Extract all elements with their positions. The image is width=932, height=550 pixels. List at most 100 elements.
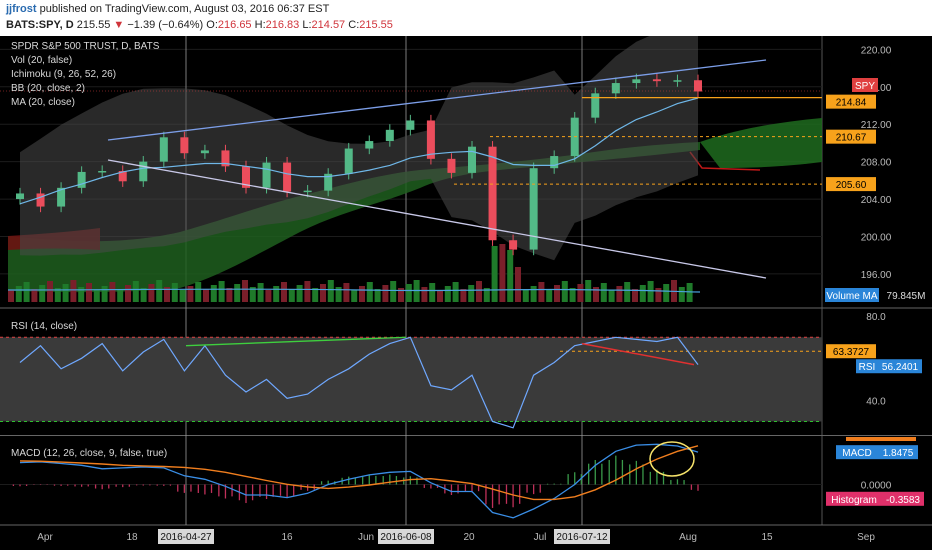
volume-bar: [569, 288, 576, 302]
price-tick-label: 196.00: [861, 270, 892, 281]
candle-body: [406, 120, 415, 130]
bollinger-band: [20, 36, 698, 261]
cloud-future-area: [700, 118, 822, 168]
price-label-box: [826, 94, 876, 109]
main-legend-item[interactable]: Vol (20, false): [11, 55, 72, 66]
volume-bar: [686, 283, 693, 302]
candle-body: [16, 193, 24, 200]
macd-legend[interactable]: MACD (12, 26, close, 9, false, true): [11, 448, 167, 459]
main-legend-item[interactable]: BB (20, close, 2): [11, 83, 85, 94]
candle-body: [36, 193, 45, 207]
volume-bar: [452, 282, 459, 302]
volume-bar: [374, 289, 381, 302]
price-tick-label: 212.00: [861, 120, 892, 131]
macd-signal-line: [19, 445, 699, 501]
volume-ma-value: 79.845M: [887, 291, 926, 302]
volume-bar: [382, 285, 389, 302]
volume-ma-label-box: [825, 288, 879, 302]
chart-canvas[interactable]: 196.00200.00204.00208.00212.00216.00220.…: [0, 36, 932, 550]
volume-bar: [398, 288, 404, 302]
low-label: L:: [302, 19, 312, 31]
time-tick-label: Aug: [679, 532, 697, 543]
time-tick-label: Sep: [857, 532, 875, 543]
volume-bar: [437, 290, 443, 302]
volume-bar: [476, 281, 482, 302]
main-legend-item[interactable]: Ichimoku (9, 26, 52, 26): [11, 69, 116, 80]
indicator-lines: [19, 97, 699, 205]
volume-bar: [242, 280, 248, 302]
volume-bar: [195, 282, 202, 302]
rsi-legend[interactable]: RSI (14, close): [11, 321, 77, 332]
volume-bar: [663, 284, 670, 302]
down-arrow-icon: ▼: [113, 19, 125, 31]
macd-label-box: [836, 445, 878, 460]
volume-bar: [93, 290, 100, 302]
rsi-value-box: [878, 359, 922, 374]
volume-bar: [351, 290, 358, 302]
macd-cross-circle[interactable]: [649, 441, 695, 477]
candle-body: [468, 146, 476, 173]
price-label-box: [826, 177, 876, 192]
candle-body: [673, 80, 682, 82]
macd-series: [12, 441, 699, 519]
volume-bar: [491, 246, 498, 302]
close-label: C:: [348, 19, 360, 31]
lower-trendline[interactable]: [107, 159, 767, 279]
candle-body: [180, 137, 189, 154]
volume-bar: [125, 285, 131, 302]
volume-bar: [515, 267, 521, 302]
candle-body: [242, 166, 250, 188]
volume-bar: [54, 288, 61, 302]
main-legend-item[interactable]: SPDR S&P 500 TRUST, D, BATS: [11, 41, 160, 52]
candle-body: [694, 80, 702, 92]
symbol-label: BATS:SPY, D: [6, 19, 74, 31]
volume-bar: [327, 280, 334, 302]
trend-drawings[interactable]: [0, 59, 822, 279]
candle-body: [632, 79, 641, 84]
price-axis[interactable]: [822, 36, 932, 525]
volume-bar: [234, 284, 241, 302]
volume-bar: [343, 283, 350, 302]
price-tick-label: 220.00: [861, 45, 892, 56]
volume-bar: [390, 281, 397, 302]
volume-bar: [218, 281, 225, 302]
volume-bar: [265, 290, 272, 302]
macd-label: MACD: [842, 448, 871, 459]
main-legend-item[interactable]: MA (20, close): [11, 97, 75, 108]
volume-bar: [405, 284, 412, 302]
volume-bar: [78, 287, 85, 302]
volume-bar: [86, 283, 92, 302]
volume-bar: [156, 280, 163, 302]
rsi-divergence-green[interactable]: [185, 336, 407, 347]
macd-value: 1.8475: [883, 448, 914, 459]
rsi-band: [0, 337, 822, 422]
volume-bar: [23, 282, 30, 302]
date-cursor-box: [378, 529, 434, 544]
author-name[interactable]: jjfrost: [6, 3, 37, 15]
rsi-value: 56.2401: [882, 362, 919, 373]
volume-bar: [203, 289, 209, 302]
volume-bar: [624, 282, 631, 302]
date-cursor-label: 2016-07-12: [556, 532, 608, 543]
volume-bar: [312, 288, 319, 302]
volume-bar: [632, 289, 638, 302]
volume-bar: [304, 281, 311, 302]
price-label-box: [826, 129, 876, 144]
volume-bar: [678, 287, 685, 302]
legend: SPDR S&P 500 TRUST, D, BATS Vol (20, fals…: [11, 41, 167, 459]
upper-trendline[interactable]: [107, 59, 767, 141]
volume-bar: [171, 283, 178, 302]
rsi-label: RSI: [859, 362, 876, 373]
rsi-divergence-red[interactable]: [581, 342, 695, 366]
volume-bar: [281, 282, 287, 302]
time-tick-label: 15: [761, 532, 773, 543]
price-change: −1.39 (−0.64%): [127, 19, 204, 31]
volume-bar: [366, 282, 373, 302]
volume-bar: [460, 289, 467, 302]
volume-bar: [335, 287, 342, 302]
volume-bar: [616, 286, 623, 302]
macd-signal-tag: [846, 437, 916, 441]
volume-bar: [164, 287, 170, 302]
volume-bar: [538, 282, 545, 302]
histogram-label: Histogram: [831, 495, 877, 506]
